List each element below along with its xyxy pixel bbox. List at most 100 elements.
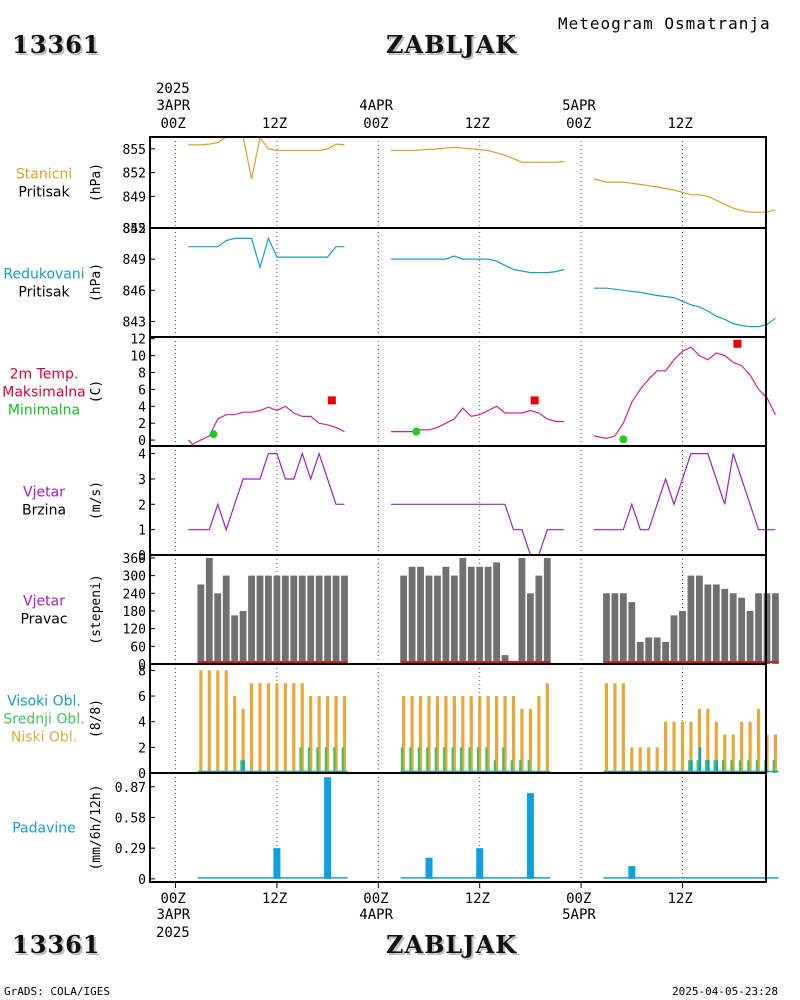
- low-cloud-bar: [317, 696, 321, 773]
- y-axis-label: (hPa): [89, 263, 104, 302]
- wind-direction-bar: [704, 584, 712, 664]
- wind-direction-bar: [400, 575, 408, 664]
- wind-direction-bar: [721, 588, 729, 664]
- high-cloud-bar: [715, 760, 719, 773]
- mid-cloud-bar: [713, 760, 716, 773]
- wind-direction-bar: [501, 655, 509, 664]
- wind-direction-bar: [205, 557, 213, 664]
- low-cloud-bar: [528, 708, 532, 773]
- wind-direction-bar: [265, 575, 272, 664]
- y-tick-label: 0: [138, 658, 146, 673]
- y-tick-label: 10: [130, 350, 146, 365]
- low-cloud-bar: [309, 696, 313, 773]
- low-cloud-bar: [731, 734, 735, 773]
- y-tick-label: 852: [123, 167, 146, 182]
- wind-direction-bar: [231, 615, 239, 664]
- footer-software: GrADS: COLA/IGES: [4, 985, 110, 998]
- panel-wind_direction: 0 60 120 180 240 300 360 (stepeni) Vjetar Pravac: [20, 552, 779, 673]
- mid-cloud-bar: [705, 760, 708, 773]
- y-tick-label: 360: [123, 552, 146, 567]
- mid-cloud-bar: [324, 747, 327, 773]
- low-cloud-bar: [638, 747, 642, 773]
- low-cloud-bar: [613, 683, 617, 773]
- mid-cloud-bar: [485, 747, 488, 773]
- y-axis-label: (mm/6h/12h): [89, 784, 104, 870]
- wind-direction-bar: [527, 593, 534, 664]
- low-cloud-bar: [275, 683, 279, 773]
- low-cloud-bar: [199, 670, 203, 773]
- low-cloud-bar: [469, 696, 473, 773]
- wind-direction-bar: [324, 575, 331, 664]
- y-tick-label: 846: [123, 284, 146, 299]
- y-axis-label: (m/s): [89, 481, 104, 520]
- panel-wind_speed: 0 1 2 3 4 (m/s) Vjetar Brzina: [22, 446, 776, 564]
- wind-direction-bar: [772, 593, 779, 664]
- y-tick-label: 852: [123, 222, 146, 237]
- y-tick-label: 6: [138, 690, 146, 705]
- wind-direction-bar: [332, 575, 340, 664]
- low-cloud-bar: [444, 696, 448, 773]
- wind-direction-bar: [417, 566, 424, 664]
- series-line: [593, 453, 776, 531]
- wind-direction-bar: [256, 575, 264, 664]
- low-cloud-bar: [647, 747, 651, 773]
- top-year-label: 2025: [156, 81, 190, 97]
- low-cloud-bar: [435, 696, 440, 773]
- top-hour-label: 00Z: [363, 116, 388, 132]
- series-line: [391, 503, 565, 556]
- low-cloud-bar: [545, 683, 549, 773]
- wind-direction-bar: [476, 566, 484, 664]
- y-tick-label: 60: [130, 640, 146, 655]
- chart-frame: [149, 136, 767, 883]
- mid-cloud-bar: [451, 747, 454, 773]
- low-cloud-bar: [216, 670, 220, 773]
- panel-station_pressure: 845 849 852 855 (hPa) Stanicni Pritisak: [16, 136, 776, 237]
- mid-cloud-bar: [476, 747, 480, 773]
- y-tick-label: 0: [138, 767, 146, 782]
- low-cloud-bar: [664, 721, 668, 773]
- low-cloud-bar: [402, 696, 406, 773]
- low-cloud-bar: [249, 683, 254, 773]
- y-axis-label: (C): [89, 380, 104, 403]
- precip-bar: [526, 793, 534, 879]
- wind-direction-bar: [484, 566, 492, 664]
- low-cloud-bar: [773, 734, 778, 773]
- wind-direction-bar: [434, 575, 441, 664]
- mid-cloud-bar: [341, 747, 344, 773]
- mid-cloud-bar: [307, 747, 311, 773]
- y-tick-label: 2: [138, 417, 146, 432]
- panel-clouds: 0 2 4 6 8 (8/8) Visoki Obl. Srednji Obl. Niski O…: [3, 664, 779, 782]
- series-line: [188, 136, 345, 180]
- series-line: [187, 405, 345, 446]
- station-id-top: 13361: [12, 30, 101, 59]
- y-tick-label: 0.87: [115, 781, 146, 796]
- station-name-bottom: ZABLJAK: [386, 930, 518, 959]
- panel-label: Niski Obl.: [11, 730, 77, 746]
- wind-direction-bar: [662, 641, 669, 664]
- low-cloud-bar: [292, 683, 296, 773]
- mid-cloud-bar: [400, 747, 404, 773]
- series-line: [188, 451, 345, 532]
- wind-direction-bar: [535, 575, 543, 664]
- low-cloud-bar: [495, 696, 499, 773]
- wind-direction-bar: [712, 584, 720, 664]
- bottom-date-label: 5APR: [562, 907, 596, 923]
- mid-cloud-bar: [493, 760, 496, 773]
- low-cloud-bar: [655, 747, 659, 773]
- panel-label: Vjetar: [23, 594, 65, 610]
- low-cloud-bar: [503, 696, 507, 773]
- panel-label: Padavine: [12, 821, 76, 837]
- wind-direction-bar: [619, 593, 627, 664]
- low-cloud-bar: [748, 721, 752, 773]
- precip-bar: [628, 866, 636, 879]
- mid-cloud-bar: [333, 747, 336, 773]
- y-tick-label: 2: [138, 741, 146, 756]
- y-axis-label: (stepeni): [89, 574, 104, 644]
- low-cloud-bar: [283, 683, 287, 773]
- mid-cloud-bar: [519, 760, 522, 773]
- low-cloud-bar: [452, 696, 456, 773]
- wind-direction-bar: [214, 593, 222, 664]
- bottom-hour-label: 12Z: [262, 891, 287, 907]
- y-tick-label: 0.58: [115, 811, 146, 826]
